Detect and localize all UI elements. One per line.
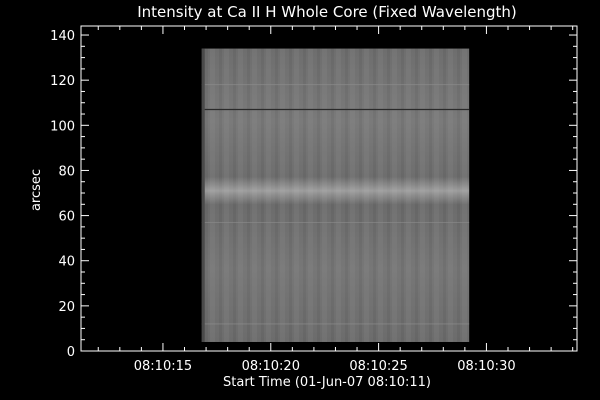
y-tick-label: 20: [58, 300, 75, 315]
intensity-image: [201, 48, 470, 342]
y-tick-label: 120: [50, 74, 75, 89]
x-axis-label: Start Time (01-Jun-07 08:10:11): [223, 375, 431, 390]
x-tick-label: 08:10:20: [242, 359, 300, 374]
x-tick-label: 08:10:30: [457, 359, 515, 374]
chart-title: Intensity at Ca II H Whole Core (Fixed W…: [137, 3, 516, 21]
y-axis-label: arcsec: [29, 169, 44, 211]
plot-area: 0 20 40 60 80 100 120 140 08:10:15 08:10:20 08:10:…: [50, 25, 578, 374]
y-tick-label: 0: [67, 345, 75, 360]
bright-band: [201, 176, 470, 205]
image-left-edge: [201, 48, 205, 342]
plot-frame: [80, 25, 578, 352]
y-tick-label: 140: [50, 29, 75, 44]
y-tick-label: 80: [58, 164, 75, 179]
y-tick-label: 100: [50, 119, 75, 134]
x-tick-label: 08:10:15: [134, 359, 192, 374]
y-tick-label: 60: [58, 210, 75, 225]
x-tick-label: 08:10:25: [349, 359, 407, 374]
y-tick-label: 40: [58, 255, 75, 270]
